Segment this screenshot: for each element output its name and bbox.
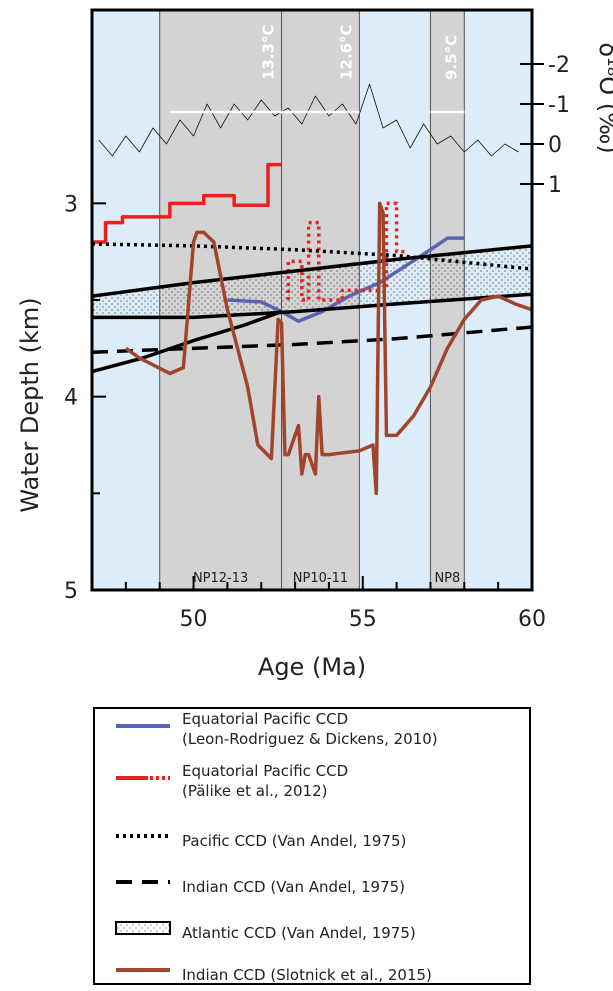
legend-label: Indian CCD (Slotnick et al., 2015) xyxy=(182,966,432,984)
x-tick-label: 50 xyxy=(180,607,208,632)
series-line xyxy=(92,242,532,271)
y-axis-title: Water Depth (km) xyxy=(16,297,44,512)
atlantic-ccd-band xyxy=(92,245,532,318)
y2-axis-title: δ¹⁸O (‰) xyxy=(594,42,613,153)
legend-label: (Leon-Rodriguez & Dickens, 2010) xyxy=(182,730,438,748)
legend-swatch xyxy=(115,921,171,935)
legend-frame xyxy=(93,707,531,985)
y2-tick-label: -1 xyxy=(548,93,570,118)
series-line xyxy=(92,162,282,281)
temperature-label: 13.3°C xyxy=(260,24,278,80)
series-line xyxy=(92,244,532,298)
series-line xyxy=(286,201,407,302)
legend-label: Pacific CCD (Van Andel, 1975) xyxy=(182,832,406,850)
zone-label: NP12-13 xyxy=(193,571,248,586)
legend: Equatorial Pacific CCD (Leon-Rodriguez & … xyxy=(93,707,531,985)
legend-label: Indian CCD (Van Andel, 1975) xyxy=(182,878,405,896)
legend-label: (Pälike et al., 2012) xyxy=(182,782,327,800)
y-tick-label: 4 xyxy=(64,386,78,411)
y2-tick-label: -2 xyxy=(548,53,570,78)
y-tick-label: 3 xyxy=(64,192,78,217)
temperature-label: 12.6°C xyxy=(337,24,355,80)
x-tick-label: 60 xyxy=(518,607,546,632)
legend-label: Equatorial Pacific CCD xyxy=(182,710,348,728)
zone-label: NP10-11 xyxy=(293,571,348,586)
legend-label: Equatorial Pacific CCD xyxy=(182,762,348,780)
series-line xyxy=(92,292,532,320)
series-line xyxy=(92,309,283,374)
x-tick-label: 55 xyxy=(349,607,377,632)
y2-tick-label: 1 xyxy=(548,173,562,198)
x-axis-title: Age (Ma) xyxy=(258,653,366,681)
legend-label: Atlantic CCD (Van Andel, 1975) xyxy=(182,924,416,942)
series-line xyxy=(92,325,532,354)
series-line xyxy=(98,83,519,157)
temperature-label: 9.5°C xyxy=(442,35,460,80)
y-tick-label: 5 xyxy=(64,579,78,604)
series-line xyxy=(124,201,532,496)
series-line xyxy=(227,236,465,324)
y2-tick-label: 0 xyxy=(548,133,562,158)
zone-label: NP8 xyxy=(434,571,460,586)
